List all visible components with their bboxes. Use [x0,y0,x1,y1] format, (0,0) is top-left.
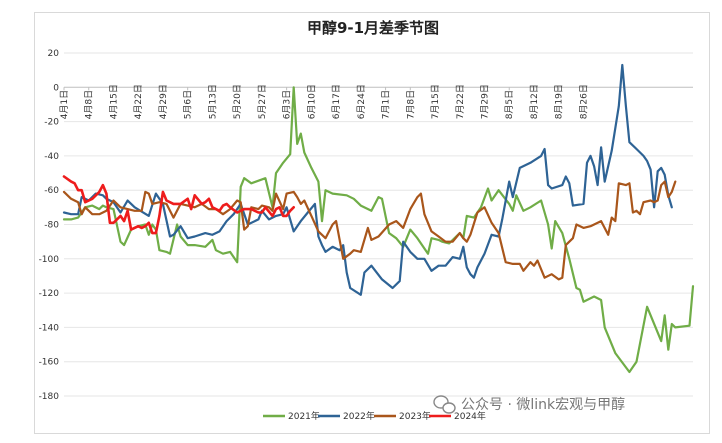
y-tick-label: -60 [44,186,59,196]
x-axis: 4月1日 4月8日 4月15日 4月22日 4月29日 5月6日 5月13日 5月20日 5月2… [59,84,589,119]
x-tick-label: 6月3日 [282,90,293,119]
x-tick-label: 5月6日 [183,90,194,119]
y-axis-ticks: 20 0 -20 -40 -60 -80 -100 -120 -140 -160 -180 [39,49,60,402]
y-tick-label: -120 [39,289,60,299]
y-tick-label: -140 [39,323,60,333]
watermark: 公众号 · 微link宏观与甲醇 [433,395,625,414]
x-tick-label: 7月29日 [480,84,491,119]
legend-label: 2022年 [343,410,375,422]
y-tick-label: -20 [44,118,59,128]
x-tick-label: 7月8日 [405,90,416,119]
series-line-2021年 [62,86,695,374]
x-tick-label: 5月20日 [232,84,243,119]
legend: 2021年 2022年 2023年 2024年 [263,410,486,422]
x-tick-label: 4月8日 [84,90,95,119]
series-line-2024年 [62,175,295,235]
x-tick-label: 4月22日 [133,84,144,119]
watermark-text: 公众号 · 微link宏观与甲醇 [461,396,625,413]
x-tick-label: 7月15日 [430,84,441,119]
x-tick-label: 4月29日 [158,84,169,119]
x-tick-label: 6月10日 [306,84,317,119]
x-tick-label: 7月1日 [381,90,392,119]
series-lines [62,63,695,374]
y-tick-label: -100 [39,255,60,265]
legend-label: 2023年 [399,410,431,422]
x-tick-label: 5月27日 [257,84,268,119]
x-tick-label: 7月22日 [455,84,466,119]
y-tick-label: 20 [48,49,60,59]
y-tick-label: -160 [39,358,60,368]
wechat-icon [433,395,456,414]
y-tick-label: -80 [44,221,59,231]
x-tick-label: 6月24日 [356,84,367,119]
x-tick-label: 8月19日 [554,84,565,119]
x-tick-label: 5月13日 [207,84,218,119]
grid-lines [64,52,693,397]
x-tick-label: 4月15日 [108,84,119,119]
series-line-2022年 [62,63,673,296]
y-tick-label: -180 [39,392,60,402]
series-line-2023年 [62,180,677,281]
x-tick-label: 8月5日 [504,90,515,119]
x-tick-label: 8月12日 [529,84,540,119]
x-tick-label: 4月1日 [59,90,70,119]
chart-title: 甲醇9-1月差季节图 [307,19,439,37]
legend-label: 2024年 [454,410,486,422]
x-tick-label: 6月17日 [331,84,342,119]
y-tick-label: 0 [53,83,59,93]
y-tick-label: -40 [44,152,59,162]
x-tick-label: 8月26日 [578,84,589,119]
legend-label: 2021年 [288,410,320,422]
